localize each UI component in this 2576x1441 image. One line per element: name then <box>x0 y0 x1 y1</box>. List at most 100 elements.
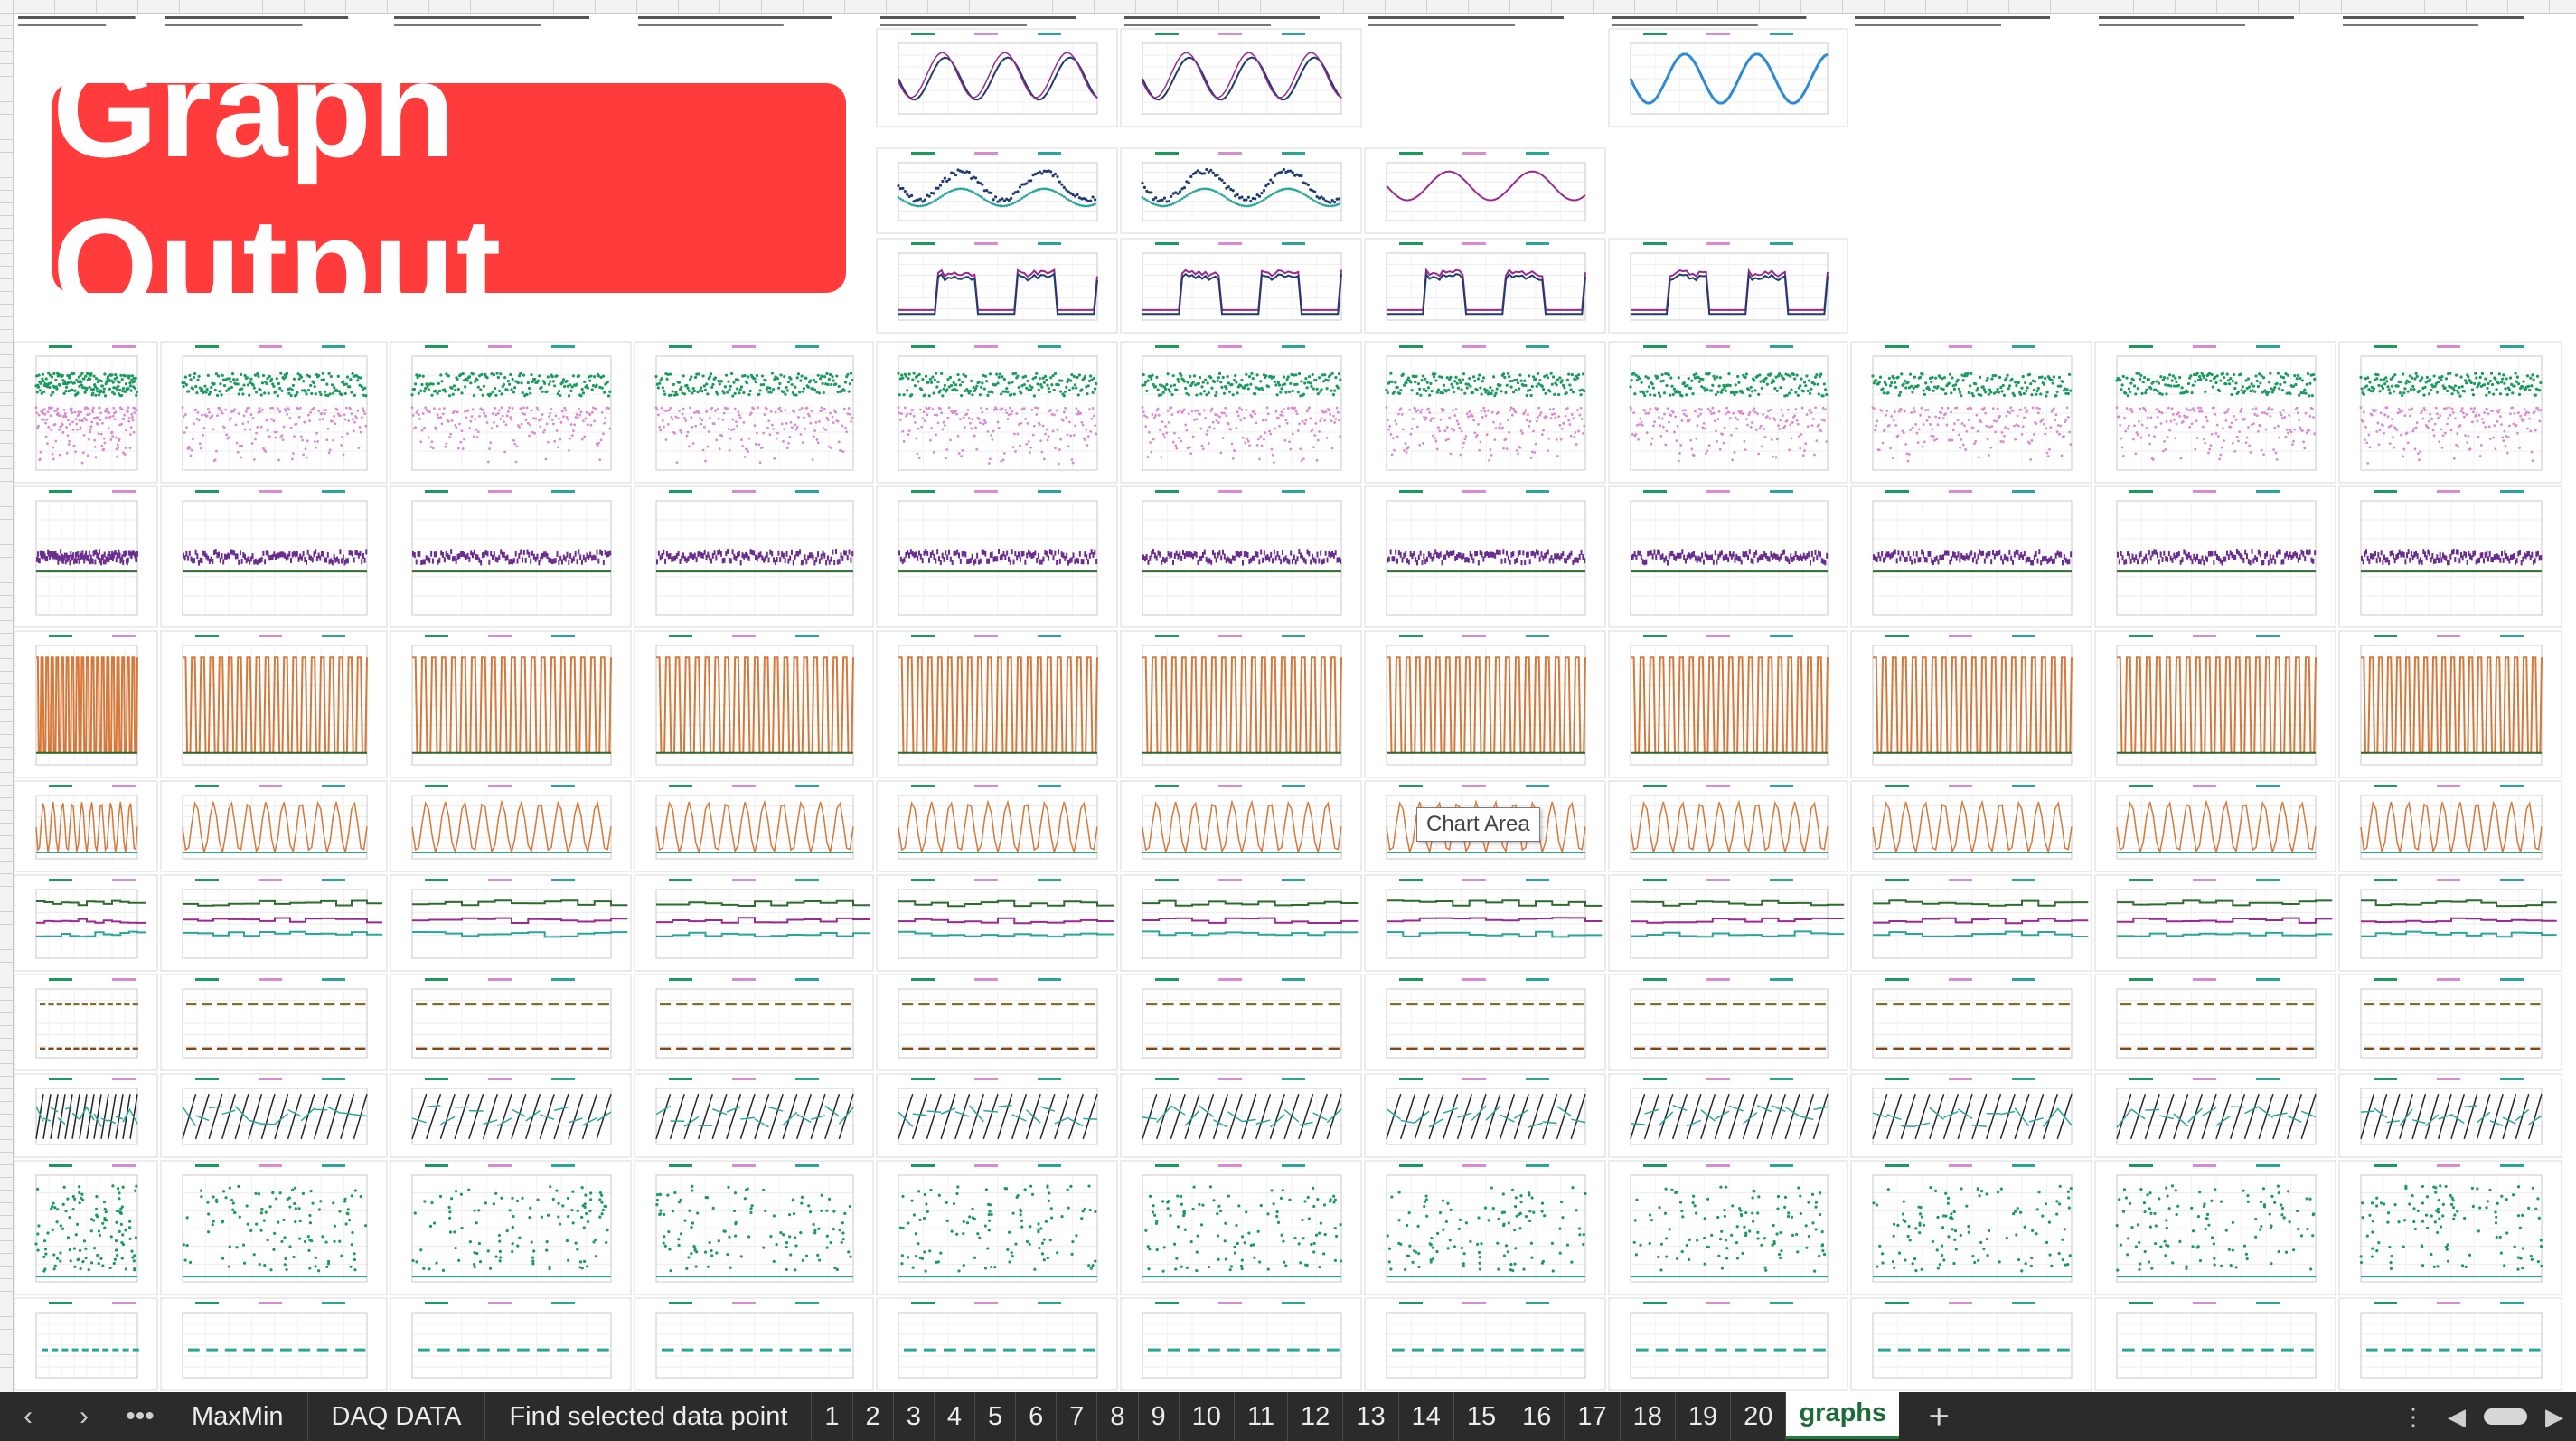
top-chart-1-2[interactable] <box>1364 147 1606 234</box>
vertical-ellipsis-icon[interactable]: ⋮ <box>2402 1402 2425 1430</box>
chart-dashes-4[interactable] <box>876 974 1118 1071</box>
chart-scatter-1[interactable] <box>160 1160 388 1295</box>
chart-flat-0[interactable] <box>14 1297 199 1391</box>
chart-steps-3[interactable] <box>634 874 874 972</box>
chart-ramp-4[interactable] <box>876 1073 1118 1158</box>
top-chart-2-0[interactable] <box>876 238 1118 334</box>
chart-flat-1[interactable] <box>160 1297 388 1391</box>
tab-14[interactable]: 14 <box>1399 1392 1454 1441</box>
top-chart-2-2[interactable] <box>1364 238 1606 334</box>
chart-saw-9[interactable] <box>2094 780 2336 872</box>
chart-orange-0[interactable] <box>14 630 199 778</box>
chart-scatter-9[interactable] <box>2094 1160 2336 1295</box>
tab-10[interactable]: 10 <box>1180 1392 1235 1441</box>
tab-daq-data[interactable]: DAQ DATA <box>308 1392 486 1441</box>
chart-steps-4[interactable] <box>876 874 1118 972</box>
chevron-right-icon[interactable]: › <box>80 1401 89 1431</box>
chart-flat-9[interactable] <box>2094 1297 2336 1391</box>
chart-saw-5[interactable] <box>1120 780 1362 872</box>
chart-steps-0[interactable] <box>14 874 199 972</box>
chart-ramp-2[interactable] <box>390 1073 632 1158</box>
graph-output-banner[interactable]: Graph Output <box>52 33 846 342</box>
chart-ramp-6[interactable] <box>1364 1073 1606 1158</box>
tab-12[interactable]: 12 <box>1288 1392 1344 1441</box>
chart-scatter-5[interactable] <box>1120 1160 1362 1295</box>
chart-temp-8[interactable] <box>1850 341 2092 484</box>
chart-purple-5[interactable] <box>1120 485 1362 628</box>
chart-ramp-10[interactable] <box>2338 1073 2562 1158</box>
chart-ramp-1[interactable] <box>160 1073 388 1158</box>
tab-find-selected-data-point[interactable]: Find selected data point <box>485 1392 813 1441</box>
tab-15[interactable]: 15 <box>1454 1392 1510 1441</box>
chart-dashes-3[interactable] <box>634 974 874 1071</box>
top-chart-0-1[interactable] <box>1120 28 1362 127</box>
tab-maxmin[interactable]: MaxMin <box>168 1392 308 1441</box>
chart-temp-5[interactable] <box>1120 341 1362 484</box>
chart-scatter-2[interactable] <box>390 1160 632 1295</box>
column-header-strip[interactable] <box>0 0 2576 14</box>
chart-dashes-1[interactable] <box>160 974 388 1071</box>
chart-flat-7[interactable] <box>1608 1297 1848 1391</box>
chart-scatter-10[interactable] <box>2338 1160 2562 1295</box>
chart-steps-1[interactable] <box>160 874 388 972</box>
chart-steps-5[interactable] <box>1120 874 1362 972</box>
chart-saw-3[interactable] <box>634 780 874 872</box>
chart-steps-8[interactable] <box>1850 874 2092 972</box>
chart-orange-9[interactable] <box>2094 630 2336 778</box>
tab-7[interactable]: 7 <box>1057 1392 1098 1441</box>
chart-dashes-5[interactable] <box>1120 974 1362 1071</box>
horizontal-scrollbar-thumb[interactable] <box>2484 1408 2527 1425</box>
chart-purple-8[interactable] <box>1850 485 2092 628</box>
tab-4[interactable]: 4 <box>935 1392 975 1441</box>
triangle-left-icon[interactable]: ◀ <box>2448 1402 2466 1430</box>
chart-temp-2[interactable] <box>390 341 632 484</box>
chart-saw-1[interactable] <box>160 780 388 872</box>
chart-ramp-8[interactable] <box>1850 1073 2092 1158</box>
chart-scatter-7[interactable] <box>1608 1160 1848 1295</box>
chart-temp-9[interactable] <box>2094 341 2336 484</box>
tab-17[interactable]: 17 <box>1565 1392 1621 1441</box>
chart-orange-5[interactable] <box>1120 630 1362 778</box>
chart-orange-2[interactable] <box>390 630 632 778</box>
chart-flat-2[interactable] <box>390 1297 632 1391</box>
tab-8[interactable]: 8 <box>1097 1392 1139 1441</box>
chart-saw-4[interactable] <box>876 780 1118 872</box>
add-sheet-button[interactable]: + <box>1928 1396 1950 1436</box>
chart-ramp-3[interactable] <box>634 1073 874 1158</box>
chart-flat-3[interactable] <box>634 1297 874 1391</box>
chart-dashes-2[interactable] <box>390 974 632 1071</box>
chart-temp-3[interactable] <box>634 341 874 484</box>
chart-saw-2[interactable] <box>390 780 632 872</box>
chart-orange-4[interactable] <box>876 630 1118 778</box>
chart-dashes-8[interactable] <box>1850 974 2092 1071</box>
chart-ramp-0[interactable] <box>14 1073 199 1158</box>
triangle-right-icon[interactable]: ▶ <box>2545 1402 2563 1430</box>
tab-9[interactable]: 9 <box>1139 1392 1180 1441</box>
chart-temp-4[interactable] <box>876 341 1118 484</box>
worksheet-graphs[interactable]: Graph Output Chart Area <box>0 0 2576 1392</box>
chart-purple-1[interactable] <box>160 485 388 628</box>
chart-purple-9[interactable] <box>2094 485 2336 628</box>
chart-saw-8[interactable] <box>1850 780 2092 872</box>
top-chart-0-3[interactable] <box>1608 28 1848 127</box>
chart-grid[interactable] <box>0 0 2576 1392</box>
chart-flat-10[interactable] <box>2338 1297 2562 1391</box>
chart-scatter-3[interactable] <box>634 1160 874 1295</box>
chart-scatter-8[interactable] <box>1850 1160 2092 1295</box>
chart-purple-10[interactable] <box>2338 485 2562 628</box>
chart-scatter-0[interactable] <box>14 1160 199 1295</box>
tab-2[interactable]: 2 <box>853 1392 894 1441</box>
top-chart-2-3[interactable] <box>1608 238 1848 334</box>
chart-saw-10[interactable] <box>2338 780 2562 872</box>
chart-steps-6[interactable] <box>1364 874 1606 972</box>
tab-18[interactable]: 18 <box>1621 1392 1676 1441</box>
chart-ramp-9[interactable] <box>2094 1073 2336 1158</box>
chart-steps-9[interactable] <box>2094 874 2336 972</box>
row-header-strip[interactable] <box>0 13 14 1392</box>
chart-steps-10[interactable] <box>2338 874 2562 972</box>
tab-11[interactable]: 11 <box>1235 1392 1289 1441</box>
chart-temp-7[interactable] <box>1608 341 1848 484</box>
chart-temp-6[interactable] <box>1364 341 1606 484</box>
chart-flat-5[interactable] <box>1120 1297 1362 1391</box>
chart-flat-4[interactable] <box>876 1297 1118 1391</box>
